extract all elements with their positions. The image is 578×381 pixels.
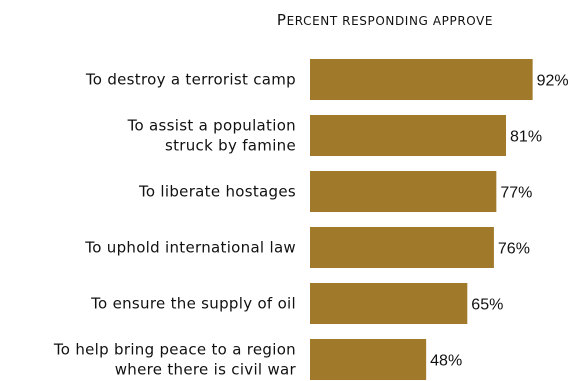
value-label-3: 76%: [498, 241, 530, 258]
bar-0: [310, 59, 533, 100]
bar-series: [310, 59, 533, 380]
category-label-5-line-1: where there is civil war: [115, 361, 297, 379]
chart-title: PERCENT RESPONDING APPROVE: [277, 11, 493, 29]
value-labels: 92% 81% 77% 76% 65% 48%: [430, 73, 569, 370]
bar-3: [310, 227, 494, 268]
category-label-1-line-0: To assist a population: [127, 117, 296, 135]
bar-1: [310, 115, 507, 156]
value-label-1: 81%: [510, 129, 542, 146]
category-label-2: To liberate hostages: [138, 183, 296, 201]
category-labels: To destroy a terrorist camp To assist a p…: [53, 71, 297, 379]
bar-5: [310, 339, 427, 380]
value-label-0: 92%: [537, 73, 569, 90]
category-label-3: To uphold international law: [84, 239, 296, 257]
bar-4: [310, 283, 468, 324]
category-label-5-line-0: To help bring peace to a region: [53, 341, 296, 359]
category-label-4: To ensure the supply of oil: [90, 295, 296, 313]
value-label-5: 48%: [430, 353, 462, 370]
value-label-2: 77%: [500, 185, 532, 202]
bar-2: [310, 171, 497, 212]
category-label-0: To destroy a terrorist camp: [85, 71, 296, 89]
value-label-4: 65%: [471, 297, 503, 314]
category-label-1-line-1: struck by famine: [165, 137, 296, 155]
